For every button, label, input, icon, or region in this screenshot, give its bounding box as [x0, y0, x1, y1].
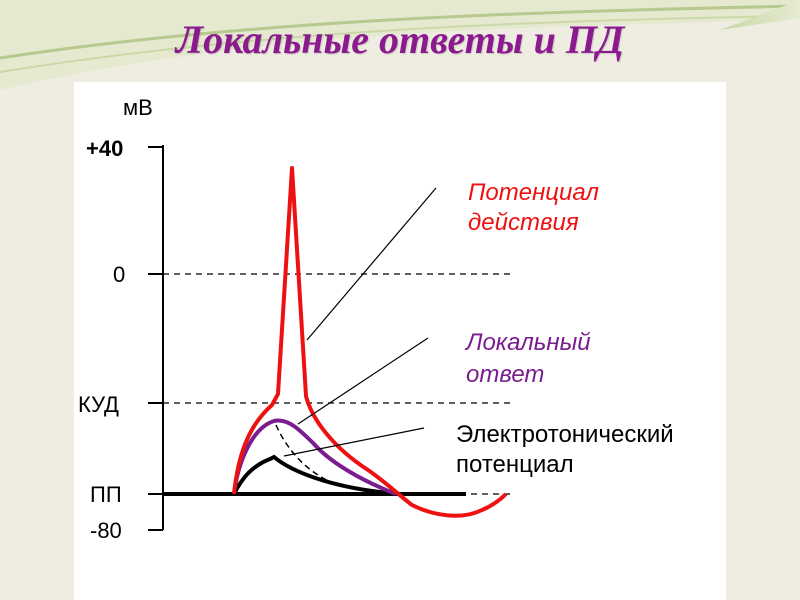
level-label-minus80: -80: [90, 518, 122, 543]
slide-title: Локальные ответы и ПД: [175, 17, 625, 62]
level-label-zero: 0: [113, 262, 125, 287]
level-label-plus40: +40: [86, 136, 123, 161]
local-response-label-line1: Локальный: [464, 329, 591, 356]
action-potential-curve: [232, 166, 508, 518]
diagram-panel: [74, 82, 726, 600]
local-response-label-line2: ответ: [466, 361, 544, 388]
action-potential-label-line2: действия: [468, 209, 579, 236]
action-potential-label-line1: Потенциал: [468, 179, 599, 206]
electrotonic-pointer: [283, 427, 425, 457]
local-response-decay-dashed: [275, 424, 373, 493]
level-label-resting: ПП: [90, 482, 122, 507]
local-response-pointer: [297, 337, 429, 425]
electrotonic-label-line1: Электротонический: [456, 421, 674, 448]
level-label-threshold: КУД: [78, 392, 119, 417]
electrotonic-label-line2: потенциал: [456, 451, 574, 478]
axis-unit-label: мВ: [123, 95, 153, 120]
local-response-curve: [232, 418, 397, 496]
axis-ticks: [148, 146, 163, 531]
action-potential-pointer: [306, 187, 437, 341]
